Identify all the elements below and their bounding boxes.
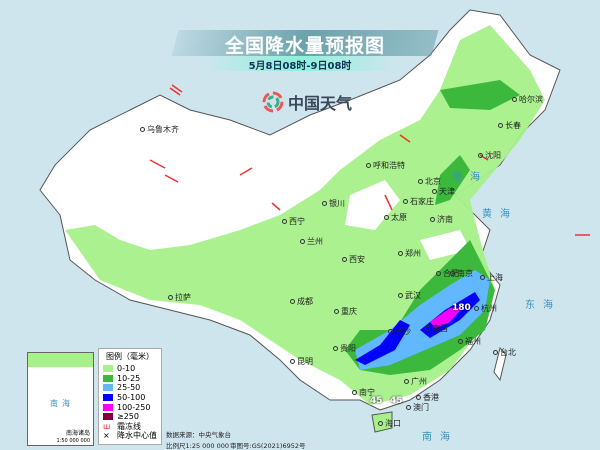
legend-label: 0-10 bbox=[117, 364, 136, 374]
subtitle-band bbox=[200, 56, 400, 71]
city-label: 南宁 bbox=[352, 387, 375, 398]
legend-item: 0-10 bbox=[103, 364, 157, 374]
legend-swatch bbox=[103, 365, 113, 373]
legend-item: 50-100 bbox=[103, 393, 157, 403]
inset-land bbox=[28, 353, 93, 367]
dry-area bbox=[345, 180, 470, 260]
city-label: 太原 bbox=[384, 212, 407, 223]
city-label: 天津 bbox=[432, 186, 455, 197]
city-label: 贵阳 bbox=[333, 343, 356, 354]
legend-label: 25-50 bbox=[117, 383, 141, 393]
city-label: 郑州 bbox=[398, 248, 421, 259]
city-label: 福州 bbox=[458, 336, 481, 347]
city-label: 海口 bbox=[378, 418, 401, 429]
city-label: 澳门 bbox=[406, 402, 429, 413]
legend-item: ≥250 bbox=[103, 412, 157, 422]
city-label: 北京 bbox=[418, 176, 441, 187]
sea-label: 黄海 bbox=[482, 209, 518, 220]
legend-label: 100-250 bbox=[117, 402, 151, 412]
subtitle: 5月8日08时-9日08时 bbox=[248, 61, 352, 72]
legend-title: 图例（毫米） bbox=[106, 352, 154, 361]
sea-label: 渤海 bbox=[452, 172, 488, 183]
legend-swatch bbox=[103, 413, 113, 421]
city-label: 长沙 bbox=[388, 326, 411, 337]
city-label: 广州 bbox=[404, 376, 427, 387]
south-china-sea-inset: 南海 南海诸岛 1:50 000 000 bbox=[27, 352, 94, 446]
inset-name: 南海诸岛 bbox=[65, 430, 90, 437]
data-source: 数据来源：中央气象台 bbox=[166, 431, 231, 439]
city-label: 长春 bbox=[498, 120, 521, 131]
cross-icon: × bbox=[103, 431, 110, 441]
city-label: 上海 bbox=[480, 272, 503, 283]
sea-label: 南海 bbox=[422, 432, 458, 443]
legend: 图例（毫米） 0-10 10-25 25-50 50-100 100-250 ≥250 ш… bbox=[98, 348, 162, 445]
scale: 比例尺1:25 000 000 bbox=[166, 442, 230, 450]
review-number: 审图号:GS(2021)6952号 bbox=[230, 442, 306, 450]
city-label: 西宁 bbox=[282, 216, 305, 227]
city-label: 南昌 bbox=[425, 323, 448, 334]
city-label: 兰州 bbox=[300, 236, 323, 247]
legend-swatch bbox=[103, 394, 113, 402]
logo: 中国天气 bbox=[262, 90, 352, 114]
city-label: 武汉 bbox=[398, 290, 421, 301]
city-label: 拉萨 bbox=[168, 292, 191, 303]
legend-item: 10-25 bbox=[103, 374, 157, 384]
city-label: 杭州 bbox=[474, 303, 497, 314]
legend-center: × 降水中心值 bbox=[103, 431, 157, 441]
legend-swatch bbox=[103, 374, 113, 382]
precip-center-value: 45 bbox=[390, 396, 403, 406]
city-label: 南京 bbox=[450, 268, 473, 279]
logo-icon bbox=[262, 91, 284, 113]
legend-frost: ш 霜冻线 bbox=[103, 421, 141, 431]
inset-sea-label: 南海 bbox=[50, 399, 74, 408]
precip-center-value: 180 bbox=[452, 303, 471, 313]
legend-label: 10-25 bbox=[117, 373, 141, 383]
precip-center-value: 45 bbox=[370, 396, 383, 406]
city-label: 济南 bbox=[430, 214, 453, 225]
legend-item: 100-250 bbox=[103, 402, 157, 412]
legend-label: 50-100 bbox=[117, 393, 146, 403]
frost-line-icon: ш bbox=[103, 421, 111, 431]
city-label: 沈阳 bbox=[478, 150, 501, 161]
legend-swatch bbox=[103, 384, 113, 392]
city-label: 石家庄 bbox=[403, 196, 434, 207]
city-label: 台北 bbox=[493, 347, 516, 358]
city-label: 昆明 bbox=[290, 356, 313, 367]
city-label: 香港 bbox=[416, 392, 439, 403]
logo-text: 中国天气 bbox=[288, 94, 353, 113]
legend-item: 25-50 bbox=[103, 383, 157, 393]
city-label: 重庆 bbox=[334, 306, 357, 317]
page-title: 全国降水量预报图 bbox=[224, 35, 385, 57]
inset-scale: 1:50 000 000 bbox=[56, 438, 91, 444]
city-label: 成都 bbox=[290, 296, 313, 307]
city-label: 西安 bbox=[342, 254, 365, 265]
legend-swatch bbox=[103, 403, 113, 411]
dry-area bbox=[160, 180, 250, 225]
sea-label: 东海 bbox=[525, 300, 561, 311]
city-label: 乌鲁木齐 bbox=[140, 124, 179, 135]
city-label: 哈尔滨 bbox=[512, 94, 543, 105]
city-label: 呼和浩特 bbox=[366, 160, 405, 171]
legend-label: ≥250 bbox=[117, 412, 139, 422]
city-label: 银川 bbox=[322, 198, 345, 209]
